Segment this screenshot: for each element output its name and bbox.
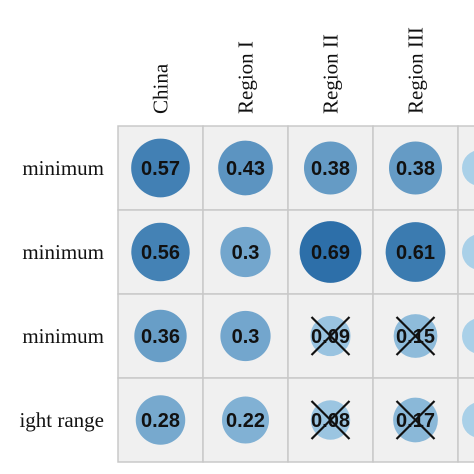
- cross-b-r3-c2: [310, 400, 351, 440]
- cross-b-r2-c3: [395, 316, 436, 356]
- point-r2-c1: [220, 310, 271, 362]
- row-label-1: minimum: [22, 240, 104, 264]
- partial-point-r0: [462, 151, 474, 185]
- point-r3-c0: [135, 395, 186, 445]
- point-r2-c0: [134, 309, 187, 363]
- point-r1-c0: [131, 222, 190, 282]
- label-layer: China Region I Region II Region III minimum m…: [19, 27, 427, 432]
- cell-layer: [117, 125, 474, 463]
- point-r1-c1: [220, 226, 271, 278]
- row-label-2: minimum: [22, 324, 104, 348]
- row-label-0: minimum: [22, 156, 104, 180]
- data-label-r1-c0: 0.56: [141, 242, 180, 264]
- cross-b-r2-c2: [310, 316, 351, 356]
- data-label-r2-c0: 0.36: [141, 326, 180, 348]
- partial-point-r1: [462, 235, 474, 269]
- data-label-r0-c1: 0.43: [226, 158, 265, 180]
- data-label-r0-c3: 0.38: [396, 158, 435, 180]
- mark-layer: 0.57 0.43 0.38 0.38 0.56 0.3 0.69 0.61 0.36 0.3 0.…: [131, 138, 474, 445]
- point-r0-c1: [218, 140, 273, 196]
- partial-point-r2: [462, 319, 474, 353]
- column-label-1: Region I: [234, 41, 258, 114]
- data-label-r2-c1: 0.3: [232, 326, 260, 348]
- column-label-3: Region III: [404, 27, 428, 114]
- cross-b-r3-c3: [395, 400, 436, 440]
- cell-r2-c2: [287, 293, 374, 379]
- data-label-r3-c1: 0.22: [226, 410, 265, 432]
- point-r0-c0: [131, 138, 190, 198]
- data-label-r1-c1: 0.3: [232, 242, 260, 264]
- column-label-0: China: [149, 63, 173, 114]
- data-label-r0-c2: 0.38: [311, 158, 350, 180]
- data-label-r0-c0: 0.57: [141, 158, 180, 180]
- column-label-2: Region II: [319, 34, 343, 114]
- row-label-3: ight range: [19, 408, 104, 432]
- data-label-r3-c0: 0.28: [141, 410, 180, 432]
- point-r0-c3: [388, 141, 443, 195]
- point-r0-c2: [303, 141, 358, 195]
- data-label-r1-c3: 0.61: [396, 242, 435, 264]
- data-label-r1-c2: 0.69: [311, 242, 350, 264]
- point-r3-c1: [221, 396, 270, 444]
- point-r1-c2: [299, 221, 362, 283]
- partial-point-r3: [462, 403, 474, 437]
- point-r1-c3: [385, 222, 446, 282]
